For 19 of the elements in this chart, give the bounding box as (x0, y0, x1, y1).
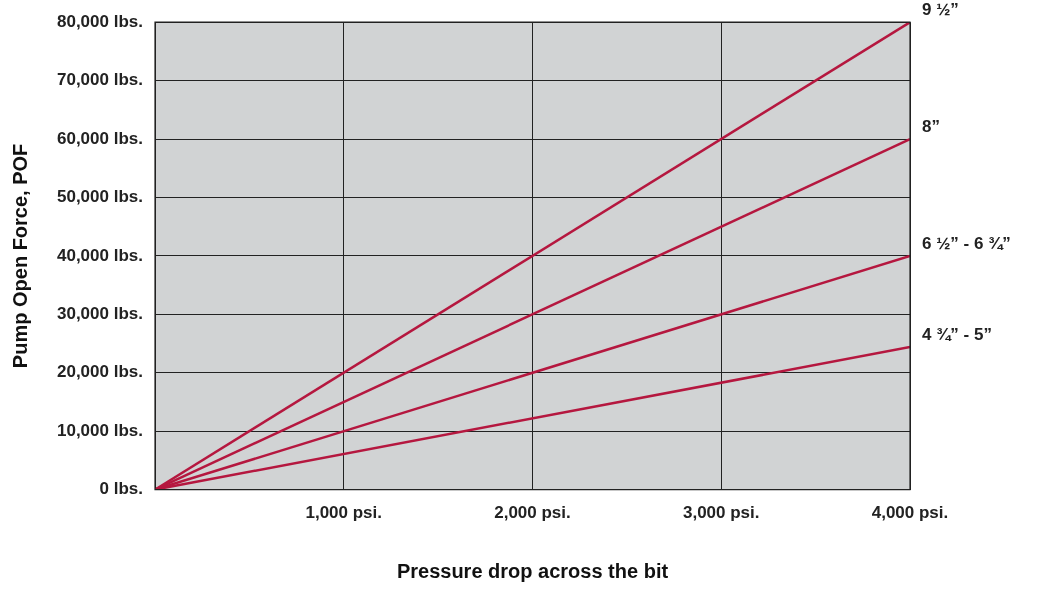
x-tick-label: 4,000 psi. (871, 503, 949, 523)
series-label: 6 ½” - 6 ¾” (922, 233, 1011, 253)
y-tick-label: 20,000 lbs. (56, 362, 143, 382)
y-tick-label: 0 lbs. (99, 479, 143, 499)
x-axis-title: Pressure drop across the bit (396, 559, 669, 582)
y-tick-label: 60,000 lbs. (56, 128, 143, 148)
y-tick-label: 40,000 lbs. (56, 245, 143, 265)
y-tick-label: 50,000 lbs. (56, 187, 143, 207)
y-tick-label: 70,000 lbs. (56, 70, 143, 90)
x-tick-label: 3,000 psi. (682, 503, 760, 523)
series-label: 9 ½” (922, 0, 959, 19)
y-tick-label: 80,000 lbs. (56, 11, 143, 31)
x-tick-label: 2,000 psi. (494, 503, 571, 523)
y-tick-label: 30,000 lbs. (56, 304, 143, 324)
x-tick-label: 1,000 psi. (305, 503, 383, 523)
y-axis-title: Pump Open Force, POF (8, 143, 31, 369)
y-tick-label: 10,000 lbs. (56, 420, 143, 440)
series-label: 8” (922, 116, 940, 136)
series-label: 4 ¾” - 5” (922, 324, 992, 344)
